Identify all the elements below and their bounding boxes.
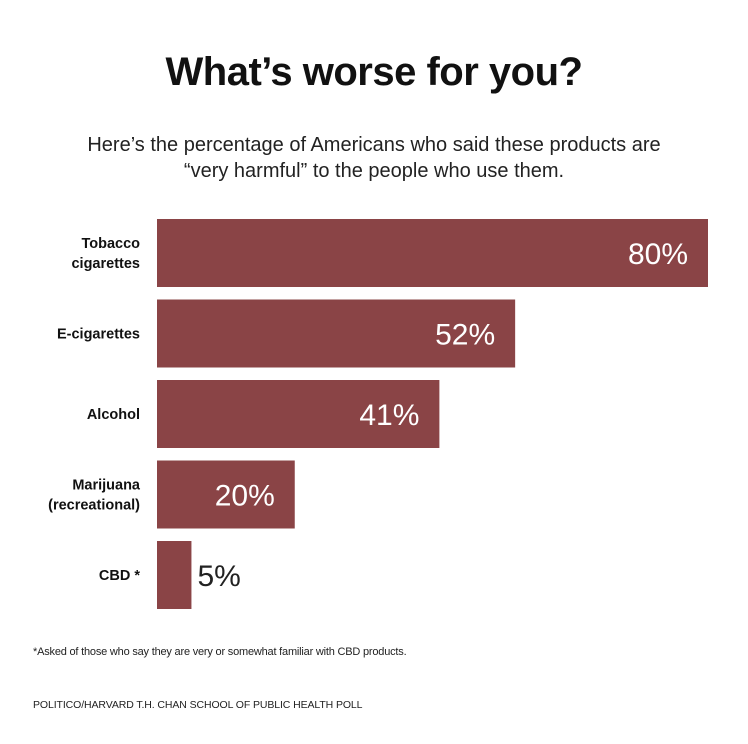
value-label-4: 5% xyxy=(197,560,240,593)
value-label-0: 80% xyxy=(628,238,688,271)
chart-title: What’s worse for you? xyxy=(165,50,583,94)
category-label-3-1: (recreational) xyxy=(48,498,140,514)
category-label-0-1: cigarettes xyxy=(71,256,140,272)
chart-subtitle: Here’s the percentage of Americans who s… xyxy=(87,134,661,182)
category-label-1-0: E-cigarettes xyxy=(57,327,140,343)
category-label-2-0: Alcohol xyxy=(87,407,140,423)
source-credit: POLITICO/HARVARD T.H. CHAN SCHOOL OF PUB… xyxy=(33,699,363,711)
category-label-0-0: Tobacco xyxy=(81,236,140,252)
bar-4 xyxy=(157,541,192,609)
bar-2 xyxy=(157,380,440,448)
category-label-3-0: Marijuana xyxy=(72,478,141,494)
category-label-4-0: CBD * xyxy=(99,568,140,584)
bar-3 xyxy=(157,460,295,529)
value-label-2: 41% xyxy=(359,399,419,432)
bar-0 xyxy=(157,219,708,287)
value-label-1: 52% xyxy=(435,319,495,352)
value-label-3: 20% xyxy=(215,480,275,513)
footnote: *Asked of those who say they are very or… xyxy=(33,646,407,658)
bar-1 xyxy=(157,299,516,368)
